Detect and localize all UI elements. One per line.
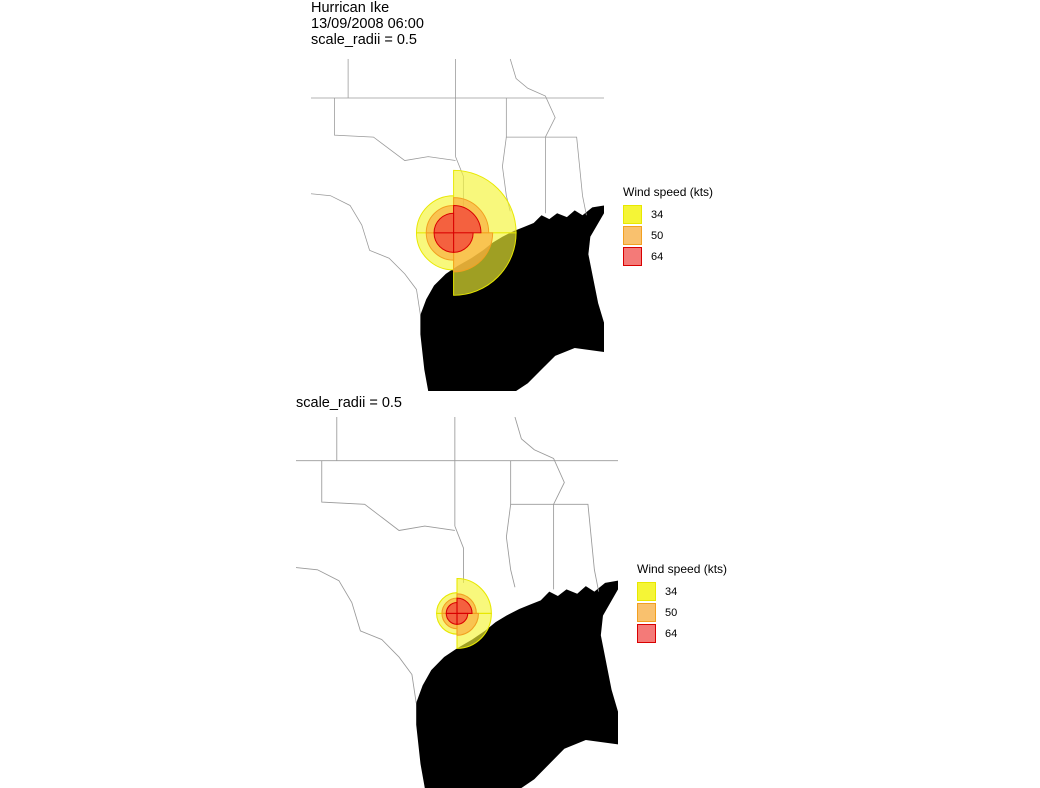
yucatan-2	[521, 739, 618, 788]
legend2-label-34: 34	[665, 585, 678, 598]
swatch2-34	[637, 582, 656, 601]
legend2-item-34: 34	[637, 581, 727, 602]
legend-2: Wind speed (kts) 34 50 64	[637, 562, 727, 644]
radius-64-ne	[453, 204, 482, 234]
borders	[311, 58, 604, 315]
yucatan	[516, 348, 604, 392]
swatch2-64	[637, 624, 656, 643]
panel2-title: scale_radii = 0.5	[296, 395, 402, 411]
legend-title: Wind speed (kts)	[623, 185, 714, 199]
swatch-50	[623, 226, 642, 245]
legend2-item-50: 50	[637, 602, 727, 623]
legend-label-34: 34	[651, 208, 664, 221]
legend2-item-64: 64	[637, 623, 727, 644]
radius-64-se	[453, 232, 474, 253]
borders-2	[296, 417, 618, 703]
scale-radii-label: scale_radii = 0.5	[311, 32, 417, 48]
swatch-64	[623, 247, 642, 266]
legend-1: Wind speed (kts) 34 50 64	[623, 185, 713, 267]
wind-radii-map-2	[296, 417, 618, 788]
swatch-34	[623, 205, 642, 224]
swatch2-50	[637, 603, 656, 622]
gulf-of-mexico	[420, 205, 604, 392]
panel1-title: Hurrican Ike 13/09/2008 06:00 scale_radi…	[311, 0, 424, 48]
florida-peninsula	[588, 213, 604, 323]
legend-title-2: Wind speed (kts)	[637, 562, 728, 576]
map-2-svg	[296, 417, 618, 788]
radius-64-ne-2	[456, 597, 473, 614]
storm-name: Hurrican Ike	[311, 0, 390, 16]
radius-64-sw	[433, 232, 455, 253]
wind-radii-2	[436, 577, 492, 649]
legend-item-34: 34	[623, 204, 713, 225]
legend-item-64: 64	[623, 246, 713, 267]
legend2-label-64: 64	[665, 627, 678, 640]
gulf-of-mexico-2	[416, 580, 618, 788]
wind-radii-1	[415, 169, 517, 296]
radius-64-nw	[433, 212, 455, 234]
wind-radii-map-1	[311, 56, 604, 394]
storm-datetime: 13/09/2008 06:00	[311, 16, 424, 32]
map-1-svg	[311, 58, 604, 392]
radius-64-nw-2	[445, 601, 458, 614]
legend-label-50: 50	[651, 229, 664, 242]
legend-item-50: 50	[623, 225, 713, 246]
legend-label-64: 64	[651, 250, 664, 263]
florida-peninsula-2	[600, 589, 618, 712]
scale-radii-label-2: scale_radii = 0.5	[296, 395, 402, 411]
legend2-label-50: 50	[665, 606, 678, 619]
